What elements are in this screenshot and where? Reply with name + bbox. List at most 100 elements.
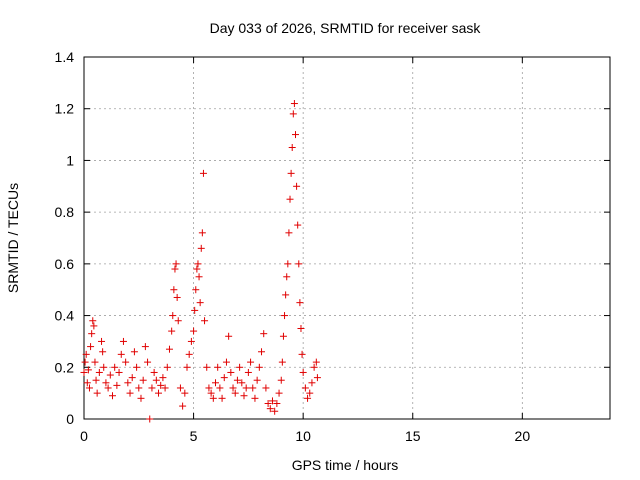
y-axis-label: SRMTID / TECUs [5,183,21,293]
data-point [163,363,171,371]
data-point [282,291,290,299]
x-tick-label: 20 [515,428,531,444]
data-point [179,402,187,410]
data-point [310,363,318,371]
data-point [108,392,116,400]
data-series [80,100,321,423]
data-point [197,244,205,252]
x-tick-label: 10 [295,428,311,444]
data-point [306,389,314,397]
data-point [227,368,235,376]
data-point [283,273,291,281]
chart-title: Day 033 of 2026, SRMTID for receiver sas… [210,20,482,36]
data-point [128,374,136,382]
data-point [297,325,305,332]
data-point [88,330,96,338]
data-point [205,384,213,392]
data-point [172,260,180,268]
data-point [139,376,147,384]
data-point [171,265,179,273]
data-point [287,169,295,177]
axis-ticks: 0 5 10 15 20 0 0.2 0.4 0.6 0.8 1 1.2 1.4 [55,49,610,444]
data-point [170,286,178,294]
data-point [275,389,283,397]
data-point [218,394,226,402]
data-point [159,374,167,382]
data-point [150,368,158,376]
data-point [135,384,143,392]
data-point [312,358,320,366]
data-point [298,350,306,358]
data-point [271,407,279,415]
data-point [278,358,286,366]
data-point [185,350,193,358]
y-tick-label: 1.4 [55,49,75,65]
data-point [113,381,121,389]
data-point [277,376,285,384]
data-point [168,327,176,335]
data-point [216,384,224,392]
data-point [220,374,228,382]
data-point [82,350,90,358]
data-point [264,399,272,407]
data-point [288,144,296,151]
data-point [152,376,160,384]
data-point [146,415,154,423]
data-point [187,337,195,345]
data-point [255,363,263,371]
data-point [222,358,230,366]
plot-frame [83,56,611,420]
data-point [284,260,292,268]
data-point [89,317,97,325]
data-point [244,368,252,376]
y-tick-label: 0.8 [55,204,75,220]
data-point [231,389,239,397]
data-point [209,394,217,402]
data-point [293,182,301,190]
data-point [148,384,156,392]
data-point [165,345,173,353]
data-point [90,322,98,330]
data-point [122,358,130,366]
data-point [273,399,281,407]
data-point [225,332,233,340]
data-point [176,384,184,392]
data-point [84,366,92,374]
data-point [285,229,293,237]
data-point [258,348,266,356]
data-point [137,394,145,402]
data-point [117,350,125,358]
data-point [289,110,297,118]
x-axis-label: GPS time / hours [292,457,399,473]
data-point [240,392,248,400]
data-point [260,330,268,338]
y-tick-label: 0.4 [55,308,75,324]
data-point [104,384,112,392]
y-tick-label: 0 [66,411,74,427]
data-point [249,384,257,392]
data-point [294,221,302,229]
data-point [83,379,91,387]
data-point [191,306,199,314]
data-point [169,312,177,320]
y-tick-label: 0.2 [55,359,75,375]
data-point [194,260,202,268]
data-point [155,389,163,397]
data-point [144,358,152,366]
data-point [233,376,241,384]
y-tick-label: 1.2 [55,101,75,117]
data-point [291,131,299,139]
data-point [173,293,181,301]
data-point [195,273,203,281]
data-point [102,379,110,387]
data-point [295,260,303,268]
data-point [106,371,114,379]
data-point [247,358,255,366]
data-point [266,405,274,413]
data-point [253,376,261,384]
data-point [290,100,298,108]
data-point [100,363,108,371]
data-point [196,299,204,307]
data-point [119,337,127,345]
